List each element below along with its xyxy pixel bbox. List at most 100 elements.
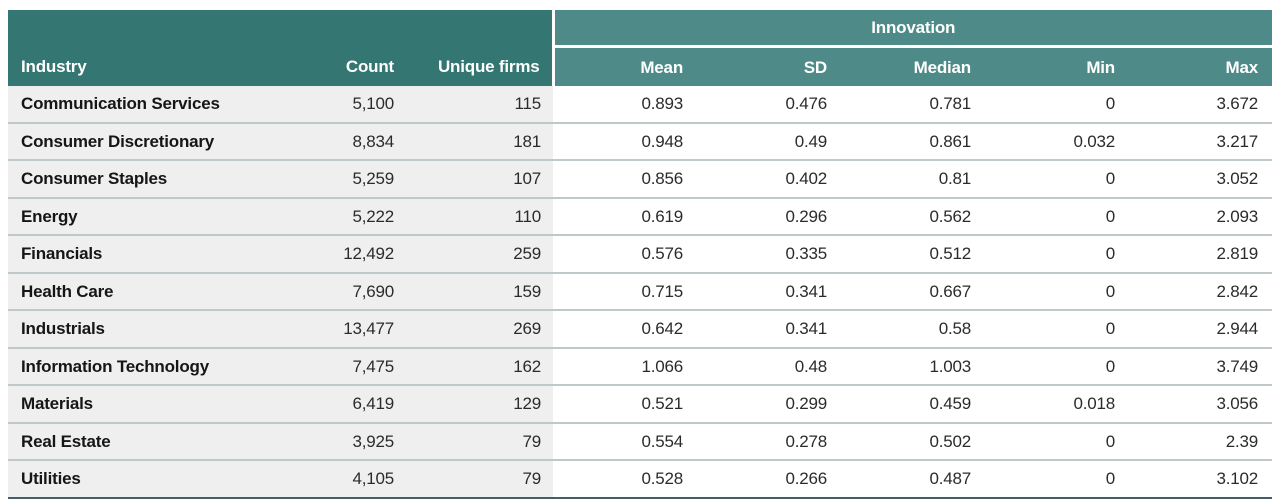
cell-max: 2.842 [1129,272,1273,311]
cell-median: 0.502 [841,422,985,461]
cell-max: 3.672 [1129,86,1273,124]
cell-industry: Communication Services [8,86,298,124]
table-row: Industrials 13,477 269 0.642 0.341 0.58 … [8,310,1273,349]
cell-industry: Information Technology [8,347,298,386]
cell-industry: Real Estate [8,422,298,461]
cell-mean: 0.893 [553,86,697,124]
cell-min: 0.032 [985,122,1129,161]
cell-count: 3,925 [298,422,406,461]
cell-mean: 0.521 [553,385,697,424]
col-header-median: Median [841,46,985,86]
header-group-row: Industry Count Unique firms Innovation [8,10,1273,86]
cell-count: 13,477 [298,310,406,349]
cell-unique-firms: 159 [406,272,553,311]
table-row: Materials 6,419 129 0.521 0.299 0.459 0.… [8,385,1273,424]
cell-sd: 0.48 [697,347,841,386]
cell-median: 0.667 [841,272,985,311]
cell-sd: 0.341 [697,272,841,311]
cell-sd: 0.296 [697,197,841,236]
cell-sd: 0.402 [697,160,841,199]
cell-max: 2.944 [1129,310,1273,349]
cell-min: 0 [985,197,1129,236]
cell-max: 3.102 [1129,460,1273,499]
cell-industry: Utilities [8,460,298,499]
cell-median: 0.487 [841,460,985,499]
cell-min: 0 [985,86,1129,124]
cell-min: 0 [985,235,1129,274]
cell-mean: 0.856 [553,160,697,199]
cell-median: 1.003 [841,347,985,386]
cell-mean: 1.066 [553,347,697,386]
cell-median: 0.58 [841,310,985,349]
cell-mean: 0.715 [553,272,697,311]
cell-min: 0 [985,422,1129,461]
cell-count: 7,690 [298,272,406,311]
cell-min: 0 [985,160,1129,199]
cell-count: 6,419 [298,385,406,424]
cell-count: 8,834 [298,122,406,161]
col-header-sd: SD [697,46,841,86]
cell-sd: 0.299 [697,385,841,424]
cell-max: 3.217 [1129,122,1273,161]
header-sub-row: Mean SD Median Min Max [8,46,1273,86]
cell-unique-firms: 129 [406,385,553,424]
cell-count: 12,492 [298,235,406,274]
cell-max: 2.39 [1129,422,1273,461]
cell-max: 3.749 [1129,347,1273,386]
cell-count: 5,100 [298,86,406,124]
cell-unique-firms: 115 [406,86,553,124]
cell-count: 4,105 [298,460,406,499]
cell-sd: 0.341 [697,310,841,349]
cell-max: 3.052 [1129,160,1273,199]
cell-min: 0 [985,310,1129,349]
col-header-mean: Mean [551,46,697,86]
cell-mean: 0.528 [553,460,697,499]
cell-industry: Consumer Staples [8,160,298,199]
industry-innovation-summary-table: Industry Count Unique firms Innovation M… [8,10,1273,499]
table-header: Industry Count Unique firms Innovation M… [8,10,1273,86]
cell-median: 0.81 [841,160,985,199]
cell-unique-firms: 162 [406,347,553,386]
cell-unique-firms: 79 [406,460,553,499]
cell-max: 2.093 [1129,197,1273,236]
cell-mean: 0.642 [553,310,697,349]
cell-industry: Energy [8,197,298,236]
data-table: Industry Count Unique firms Innovation M… [8,10,1273,499]
cell-mean: 0.948 [553,122,697,161]
cell-median: 0.459 [841,385,985,424]
cell-count: 5,222 [298,197,406,236]
table-row: Financials 12,492 259 0.576 0.335 0.512 … [8,235,1273,274]
table-row: Information Technology 7,475 162 1.066 0… [8,347,1273,386]
cell-median: 0.562 [841,197,985,236]
table-body: Communication Services 5,100 115 0.893 0… [8,86,1273,499]
col-header-count: Count [298,10,406,86]
cell-median: 0.861 [841,122,985,161]
col-header-min: Min [985,46,1129,86]
cell-min: 0.018 [985,385,1129,424]
cell-unique-firms: 269 [406,310,553,349]
col-header-industry: Industry [8,10,298,86]
cell-min: 0 [985,347,1129,386]
table-row: Utilities 4,105 79 0.528 0.266 0.487 0 3… [8,460,1273,499]
col-group-header-innovation: Innovation [551,10,1273,48]
cell-max: 3.056 [1129,385,1273,424]
cell-industry: Materials [8,385,298,424]
cell-unique-firms: 259 [406,235,553,274]
col-header-unique-firms: Unique firms [406,10,553,86]
cell-unique-firms: 110 [406,197,553,236]
cell-median: 0.781 [841,86,985,124]
table-row: Communication Services 5,100 115 0.893 0… [8,86,1273,124]
table-row: Consumer Discretionary 8,834 181 0.948 0… [8,122,1273,161]
cell-mean: 0.576 [553,235,697,274]
table-row: Real Estate 3,925 79 0.554 0.278 0.502 0… [8,422,1273,461]
cell-industry: Health Care [8,272,298,311]
cell-min: 0 [985,272,1129,311]
cell-unique-firms: 79 [406,422,553,461]
cell-sd: 0.335 [697,235,841,274]
cell-industry: Consumer Discretionary [8,122,298,161]
cell-count: 5,259 [298,160,406,199]
cell-industry: Industrials [8,310,298,349]
cell-sd: 0.49 [697,122,841,161]
cell-sd: 0.476 [697,86,841,124]
cell-mean: 0.619 [553,197,697,236]
